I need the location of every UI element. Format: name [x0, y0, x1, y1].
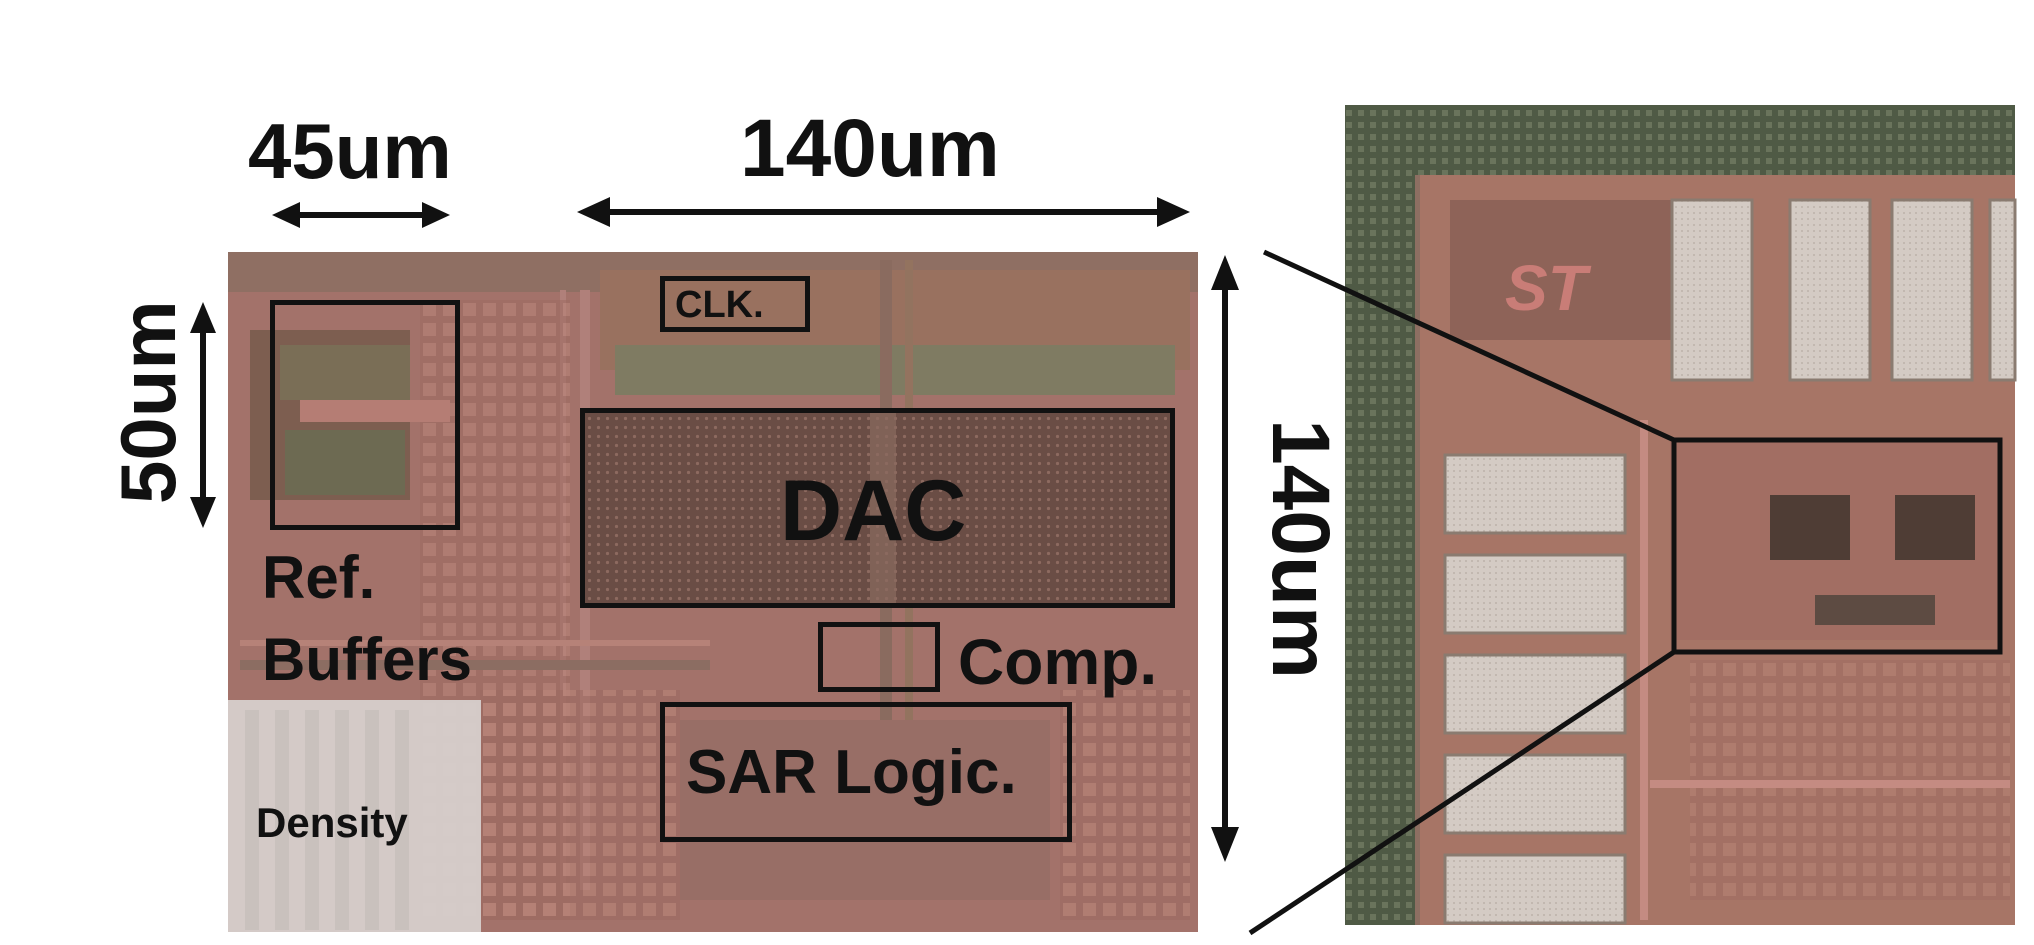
zoom-connector-top [1262, 249, 1676, 443]
comp-box [818, 622, 940, 692]
zoom-connector-bottom [1248, 649, 1676, 936]
clk-box [660, 276, 810, 332]
st-logo: ST [1505, 252, 1592, 324]
sar-logic-box [660, 702, 1072, 842]
ref-width-arrow [272, 202, 450, 228]
dac-box [580, 408, 1175, 608]
full-die-image [1345, 105, 2017, 925]
sar-logic-label: SAR Logic. [686, 738, 1017, 807]
ref-height-label: 50um [104, 300, 192, 504]
clk-label: CLK. [675, 284, 764, 326]
die-height-label: 140um [1255, 419, 1346, 679]
ref-height-arrow [190, 302, 216, 528]
density-label: Density [256, 799, 408, 846]
ref-label-line1: Ref. [262, 544, 376, 611]
comp-label: Comp. [958, 626, 1158, 698]
zoom-region-box [1671, 437, 2003, 655]
ref-width-label: 45um [248, 107, 452, 195]
dac-width-label: 140um [740, 103, 1000, 194]
die-height-arrow [1211, 255, 1239, 862]
dac-label: DAC [780, 463, 967, 559]
ref-buffers-box [270, 300, 460, 530]
dac-width-arrow [577, 197, 1190, 227]
ref-label-line2: Buffers [262, 626, 473, 693]
